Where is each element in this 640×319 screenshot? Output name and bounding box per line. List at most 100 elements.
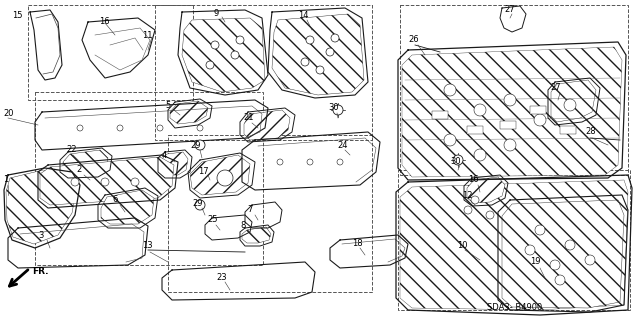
- Circle shape: [550, 260, 560, 270]
- Circle shape: [301, 58, 309, 66]
- Text: 8: 8: [240, 221, 245, 231]
- Text: 10: 10: [457, 241, 467, 250]
- Text: 7: 7: [247, 205, 252, 214]
- Polygon shape: [402, 47, 622, 177]
- Text: SDA3- B4900: SDA3- B4900: [487, 303, 542, 312]
- Circle shape: [453, 155, 463, 165]
- Circle shape: [525, 245, 535, 255]
- Text: 6: 6: [112, 196, 117, 204]
- Circle shape: [555, 275, 565, 285]
- Polygon shape: [467, 177, 505, 203]
- Bar: [398, 170, 630, 310]
- Circle shape: [131, 178, 139, 186]
- Text: 1: 1: [3, 175, 8, 184]
- Text: 23: 23: [216, 273, 227, 283]
- Circle shape: [117, 125, 123, 131]
- Circle shape: [217, 170, 233, 186]
- Circle shape: [444, 84, 456, 96]
- Circle shape: [337, 159, 343, 165]
- Circle shape: [195, 140, 205, 150]
- Text: 20: 20: [3, 108, 13, 117]
- Text: 12: 12: [462, 190, 472, 199]
- Circle shape: [197, 125, 203, 131]
- Text: 28: 28: [585, 128, 596, 137]
- Polygon shape: [161, 152, 188, 175]
- Text: 22: 22: [66, 145, 77, 154]
- Circle shape: [565, 240, 575, 250]
- Circle shape: [535, 225, 545, 235]
- Text: 29: 29: [190, 142, 200, 151]
- Polygon shape: [182, 18, 265, 92]
- Polygon shape: [63, 150, 108, 175]
- Polygon shape: [244, 110, 290, 140]
- Text: 24: 24: [337, 140, 348, 150]
- Circle shape: [236, 36, 244, 44]
- Polygon shape: [101, 190, 154, 224]
- Polygon shape: [242, 227, 271, 243]
- Circle shape: [464, 206, 472, 214]
- Circle shape: [585, 255, 595, 265]
- Circle shape: [486, 211, 494, 219]
- Circle shape: [157, 125, 163, 131]
- Polygon shape: [170, 101, 208, 124]
- Text: 13: 13: [142, 241, 152, 250]
- Bar: [530, 106, 546, 114]
- Bar: [28, 5, 193, 100]
- Text: 2: 2: [76, 166, 81, 174]
- Text: 11: 11: [142, 32, 152, 41]
- Text: 27: 27: [550, 84, 561, 93]
- Circle shape: [504, 139, 516, 151]
- Circle shape: [307, 159, 313, 165]
- Text: 16: 16: [99, 17, 109, 26]
- Text: 29: 29: [192, 198, 202, 207]
- Text: 14: 14: [298, 11, 308, 20]
- Polygon shape: [551, 80, 596, 122]
- Text: 26: 26: [408, 35, 419, 44]
- Text: 17: 17: [198, 167, 209, 175]
- Text: 16: 16: [468, 175, 479, 184]
- Polygon shape: [400, 180, 628, 310]
- Circle shape: [474, 149, 486, 161]
- Polygon shape: [190, 155, 250, 195]
- Circle shape: [333, 105, 343, 115]
- Circle shape: [564, 99, 576, 111]
- Bar: [467, 126, 483, 134]
- Polygon shape: [6, 170, 77, 244]
- Bar: [560, 126, 576, 134]
- Circle shape: [77, 125, 83, 131]
- Text: 21: 21: [243, 114, 253, 122]
- Text: 5: 5: [165, 100, 170, 109]
- Circle shape: [101, 178, 109, 186]
- Bar: [155, 5, 372, 140]
- Circle shape: [277, 159, 283, 165]
- Text: FR.: FR.: [32, 268, 49, 277]
- Circle shape: [474, 104, 486, 116]
- Circle shape: [331, 34, 339, 42]
- Circle shape: [471, 196, 479, 204]
- Text: 19: 19: [530, 257, 541, 266]
- Text: 9: 9: [214, 9, 220, 18]
- Text: 30: 30: [328, 103, 339, 113]
- Circle shape: [195, 200, 205, 210]
- Bar: [400, 5, 628, 175]
- Circle shape: [326, 48, 334, 56]
- Circle shape: [231, 51, 239, 59]
- Circle shape: [316, 66, 324, 74]
- Text: 15: 15: [12, 11, 22, 19]
- Text: 18: 18: [352, 239, 363, 248]
- Circle shape: [306, 36, 314, 44]
- Bar: [500, 121, 516, 129]
- Polygon shape: [40, 157, 174, 205]
- Circle shape: [71, 178, 79, 186]
- Text: 4: 4: [162, 152, 167, 160]
- Bar: [432, 111, 448, 119]
- Text: 3: 3: [38, 231, 44, 240]
- Text: 27: 27: [504, 5, 515, 14]
- Polygon shape: [502, 200, 624, 308]
- Text: 30: 30: [450, 157, 461, 166]
- Bar: [168, 135, 372, 292]
- Circle shape: [211, 41, 219, 49]
- Circle shape: [504, 94, 516, 106]
- Circle shape: [444, 134, 456, 146]
- Circle shape: [206, 61, 214, 69]
